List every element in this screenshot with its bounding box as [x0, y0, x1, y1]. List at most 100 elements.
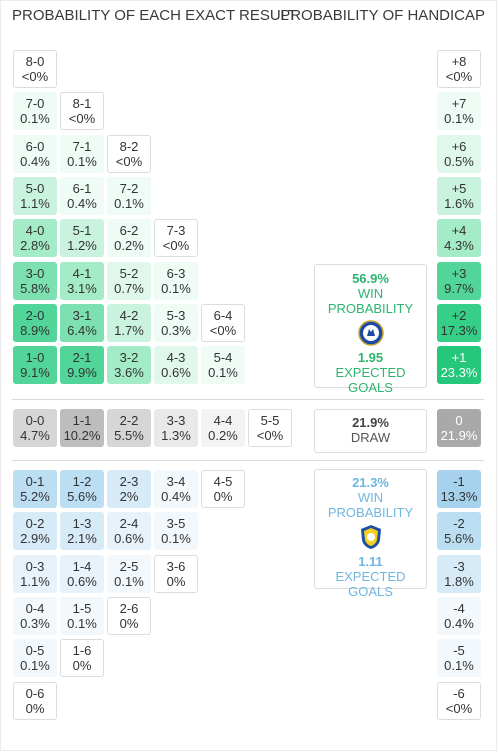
- score-label: 6-2: [119, 223, 139, 238]
- result-cell: 4-2 1.7%: [107, 304, 151, 342]
- probability-value: 0%: [213, 489, 233, 504]
- score-label: 8-0: [25, 54, 45, 69]
- result-cell: 7-0 0.1%: [13, 92, 57, 130]
- probability-value: 9.1%: [20, 365, 50, 380]
- probability-value: 3.1%: [67, 281, 97, 296]
- probability-value: 1.7%: [114, 323, 144, 338]
- probability-value: 0.1%: [161, 281, 191, 296]
- probability-value: 0.1%: [20, 658, 50, 673]
- result-cell: 3-0 5.8%: [13, 262, 57, 300]
- result-cell: 2-4 0.6%: [107, 512, 151, 550]
- result-cell: 4-4 0.2%: [201, 409, 245, 447]
- probability-value: 0.1%: [444, 111, 474, 126]
- result-cell: 1-1 10.2%: [60, 409, 104, 447]
- handicap-cell: -1 13.3%: [437, 470, 481, 508]
- result-cell: 0-5 0.1%: [13, 639, 57, 677]
- result-cell: 1-3 2.1%: [60, 512, 104, 550]
- result-cell: 3-5 0.1%: [154, 512, 198, 550]
- result-cell: 1-6 0%: [60, 639, 104, 677]
- probability-value: 2.8%: [20, 238, 50, 253]
- result-cell: 6-3 0.1%: [154, 262, 198, 300]
- result-cell: 0-4 0.3%: [13, 597, 57, 635]
- probability-value: 10.2%: [63, 428, 101, 443]
- score-label: 2-2: [119, 413, 139, 428]
- handicap-cell: -4 0.4%: [437, 597, 481, 635]
- probability-value: 0.6%: [114, 531, 144, 546]
- score-label: 1-4: [72, 559, 92, 574]
- score-label: 2-3: [119, 474, 139, 489]
- probability-value: <0%: [21, 69, 49, 84]
- score-label: 7-2: [119, 181, 139, 196]
- result-cell: 3-1 6.4%: [60, 304, 104, 342]
- result-cell: 0-0 4.7%: [13, 409, 57, 447]
- probability-value: 0%: [119, 616, 139, 631]
- probability-value: 1.8%: [444, 574, 474, 589]
- result-cell: 3-4 0.4%: [154, 470, 198, 508]
- home-xg-label: EXPECTED GOALS: [335, 365, 406, 395]
- score-label: +1: [451, 350, 467, 365]
- probability-value: <0%: [115, 154, 143, 169]
- score-label: 5-4: [213, 350, 233, 365]
- score-label: 4-0: [25, 223, 45, 238]
- probability-value: 1.3%: [161, 428, 191, 443]
- score-label: 0-4: [25, 601, 45, 616]
- handicap-cell: +5 1.6%: [437, 177, 481, 215]
- result-cell: 6-0 0.4%: [13, 135, 57, 173]
- probability-value: <0%: [162, 238, 190, 253]
- probability-value: 17.3%: [440, 323, 478, 338]
- draw-pct: 21.9%: [352, 415, 389, 430]
- probability-value: 0.4%: [67, 196, 97, 211]
- handicap-cell: +7 0.1%: [437, 92, 481, 130]
- result-cell: 7-2 0.1%: [107, 177, 151, 215]
- probability-value: 0.1%: [114, 574, 144, 589]
- probability-value: 0.6%: [67, 574, 97, 589]
- result-cell: 6-2 0.2%: [107, 219, 151, 257]
- probability-value: 0%: [25, 701, 45, 716]
- score-label: 0-5: [25, 643, 45, 658]
- score-label: -2: [453, 516, 465, 531]
- probability-value: 1.1%: [20, 574, 50, 589]
- probability-value: 3.6%: [114, 365, 144, 380]
- probability-value: 0.1%: [444, 658, 474, 673]
- probability-value: 0.5%: [444, 154, 474, 169]
- probability-value: <0%: [256, 428, 284, 443]
- probability-value: 9.7%: [444, 281, 474, 296]
- probability-value: 23.3%: [440, 365, 478, 380]
- score-label: 1-0: [25, 350, 45, 365]
- score-label: 3-3: [166, 413, 186, 428]
- score-label: 0: [455, 413, 463, 428]
- score-label: -6: [453, 686, 465, 701]
- score-label: +2: [451, 308, 467, 323]
- result-cell: 7-3 <0%: [154, 219, 198, 257]
- score-label: 5-1: [72, 223, 92, 238]
- probability-value: 5.8%: [20, 281, 50, 296]
- result-cell: 0-6 0%: [13, 682, 57, 720]
- probability-value: 5.2%: [20, 489, 50, 504]
- score-label: 0-1: [25, 474, 45, 489]
- score-label: 2-0: [25, 308, 45, 323]
- probability-value: 9.9%: [67, 365, 97, 380]
- score-label: 0-6: [25, 686, 45, 701]
- probability-value: 0.1%: [67, 154, 97, 169]
- handicap-cell: -6 <0%: [437, 682, 481, 720]
- result-cell: 8-2 <0%: [107, 135, 151, 173]
- score-label: 1-6: [72, 643, 92, 658]
- result-cell: 2-0 8.9%: [13, 304, 57, 342]
- result-cell: 5-5 <0%: [248, 409, 292, 447]
- result-cell: 8-1 <0%: [60, 92, 104, 130]
- result-cell: 5-0 1.1%: [13, 177, 57, 215]
- draw-away-separator: [12, 460, 484, 461]
- handicap-cell: -3 1.8%: [437, 555, 481, 593]
- score-label: 7-3: [166, 223, 186, 238]
- result-cell: 2-3 2%: [107, 470, 151, 508]
- result-cell: 5-3 0.3%: [154, 304, 198, 342]
- score-label: +5: [451, 181, 467, 196]
- score-label: 2-4: [119, 516, 139, 531]
- probability-value: 0.1%: [20, 111, 50, 126]
- home-summary-card: 56.9% WIN PROBABILITY 1.95 EXPECTED GOAL…: [314, 264, 427, 395]
- score-label: -3: [453, 559, 465, 574]
- handicap-cell: +1 23.3%: [437, 346, 481, 384]
- result-cell: 1-2 5.6%: [60, 470, 104, 508]
- probability-value: 5.5%: [114, 428, 144, 443]
- probability-value: 8.9%: [20, 323, 50, 338]
